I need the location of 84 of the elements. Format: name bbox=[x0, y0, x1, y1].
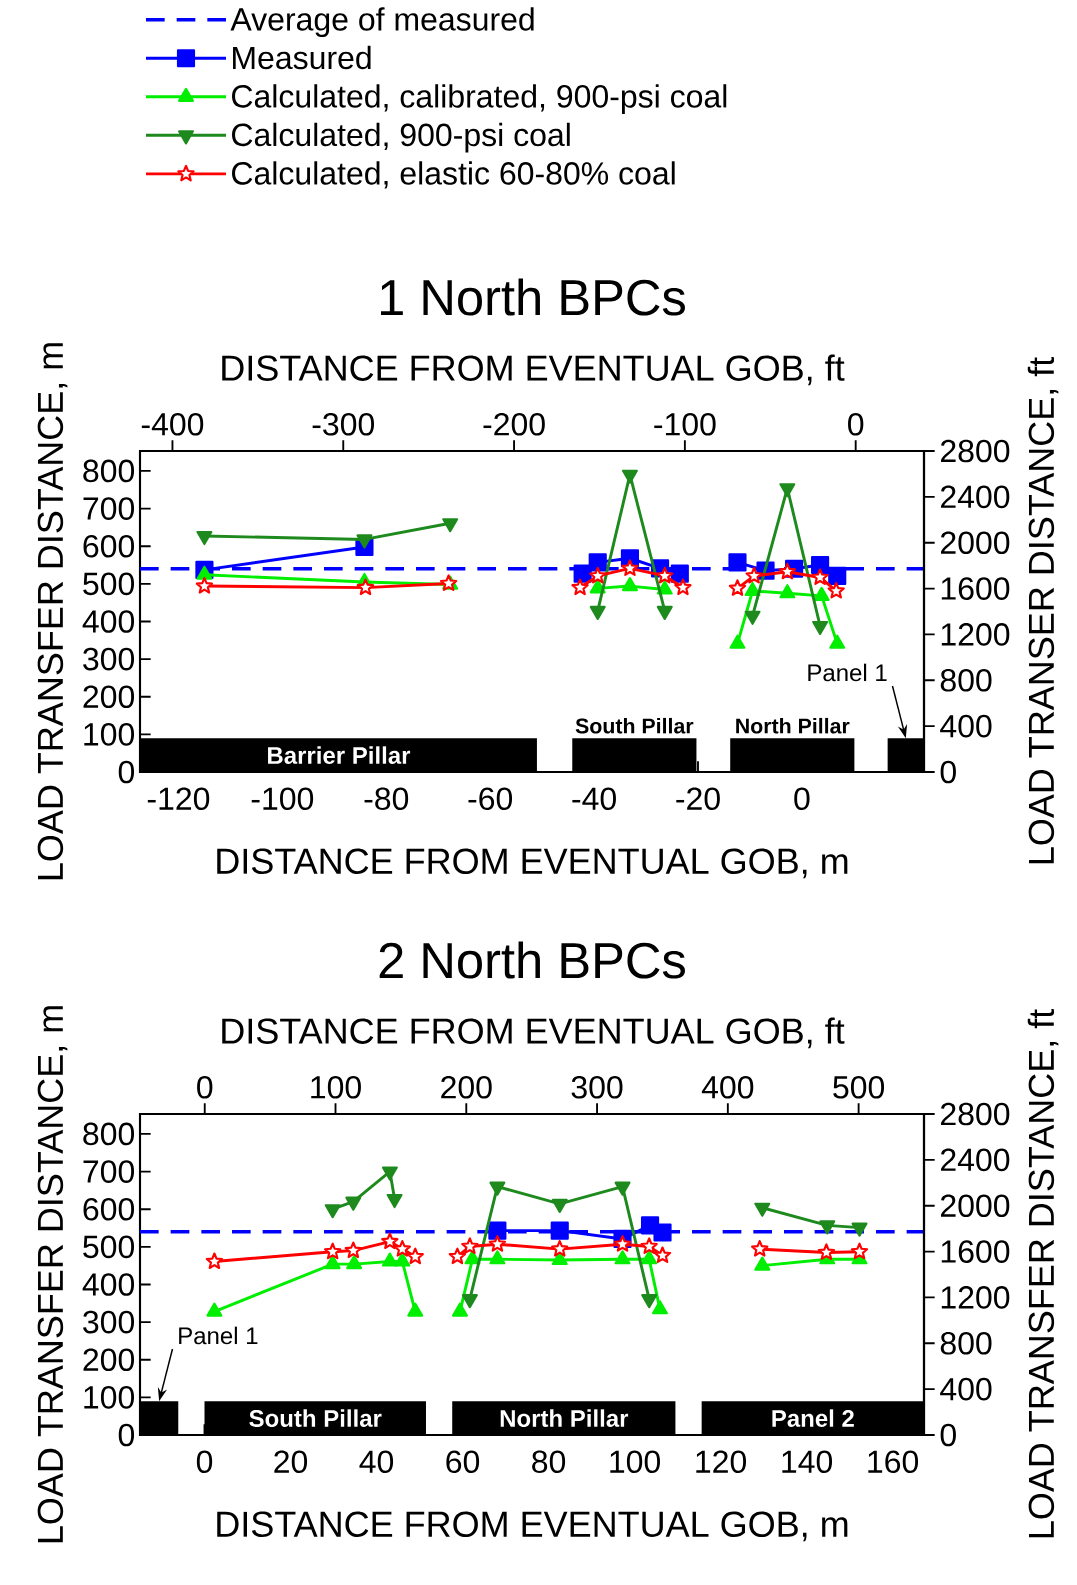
x2-tick-label: -200 bbox=[483, 412, 545, 436]
legend-label: Measured bbox=[233, 45, 371, 70]
x2-tick-label: 500 bbox=[833, 1075, 885, 1099]
x-axis-title: DISTANCE FROM EVENTUAL GOB, m bbox=[217, 848, 848, 879]
x-tick-label: 0 bbox=[794, 787, 810, 811]
x2-axis-title: DISTANCE FROM EVENTUAL GOB, ft bbox=[222, 354, 845, 386]
x2-tick-label: 0 bbox=[197, 1075, 213, 1099]
band-label: Panel 2 bbox=[772, 1409, 854, 1427]
y2-axis-title: LOAD TRANSER DISTANCE, ft bbox=[1027, 357, 1059, 864]
y2-tick-label: 2000 bbox=[940, 531, 1010, 555]
band-label: Panel 1 bbox=[179, 1326, 258, 1345]
x-tick-label: 20 bbox=[274, 1450, 308, 1474]
y-axis-title: LOAD TRANSFER DISTANCE, m bbox=[37, 1006, 68, 1543]
y-tick-label: 600 bbox=[83, 534, 135, 558]
x-tick-label: 0 bbox=[196, 1450, 213, 1474]
x2-tick-label: 100 bbox=[311, 1075, 361, 1099]
y2-tick-label: 2800 bbox=[940, 1102, 1010, 1126]
y2-tick-label: 2400 bbox=[940, 485, 1010, 509]
band-label: Barrier Pillar bbox=[268, 746, 411, 764]
y-tick-label: 0 bbox=[118, 760, 135, 784]
y2-tick-label: 1600 bbox=[941, 577, 1010, 600]
x-tick-label: -40 bbox=[572, 787, 616, 811]
x2-tick-label: -100 bbox=[654, 412, 716, 436]
y2-axis-title: LOAD TRANSFER DISTANCE, ft bbox=[1027, 1009, 1059, 1538]
y2-tick-label: 1200 bbox=[941, 623, 1010, 646]
chart-title: 2 North BPCs bbox=[379, 941, 685, 979]
y-tick-label: 300 bbox=[83, 647, 135, 671]
x-tick-label: 80 bbox=[532, 1450, 566, 1474]
x2-tick-label: 0 bbox=[848, 412, 864, 436]
x-tick-label: -100 bbox=[251, 787, 314, 811]
y2-tick-label: 2400 bbox=[940, 1148, 1010, 1172]
y-tick-label: 500 bbox=[83, 572, 135, 596]
x-axis-title: DISTANCE FROM EVENTUAL GOB, m bbox=[217, 1511, 848, 1542]
y-tick-label: 800 bbox=[83, 459, 135, 483]
y-tick-label: 300 bbox=[83, 1310, 135, 1334]
x-tick-label: 160 bbox=[868, 1450, 919, 1474]
x2-tick-label: -300 bbox=[312, 412, 375, 436]
x2-tick-label: -400 bbox=[141, 412, 204, 436]
y2-tick-label: 400 bbox=[940, 1377, 992, 1401]
x2-tick-label: 400 bbox=[701, 1075, 754, 1099]
y2-tick-label: 1200 bbox=[941, 1286, 1010, 1309]
y-axis-title: LOAD TRANSFER DISTANCE, m bbox=[37, 343, 68, 880]
x-tick-label: 100 bbox=[610, 1450, 660, 1474]
band-label: Panel 1 bbox=[808, 663, 887, 682]
y2-tick-label: 1600 bbox=[941, 1240, 1010, 1263]
y-tick-label: 800 bbox=[83, 1122, 135, 1146]
x2-axis-title: DISTANCE FROM EVENTUAL GOB, ft bbox=[222, 1017, 845, 1049]
y2-tick-label: 2000 bbox=[940, 1194, 1010, 1218]
legend-label: Average of measured bbox=[230, 7, 534, 38]
x-tick-label: 140 bbox=[782, 1450, 833, 1474]
x-tick-label: 60 bbox=[446, 1450, 480, 1474]
y2-tick-label: 0 bbox=[940, 760, 956, 784]
x-tick-label: -60 bbox=[468, 787, 513, 811]
legend-label: Calculated, 900-psi coal bbox=[232, 122, 570, 153]
band-label: South Pillar bbox=[575, 717, 694, 734]
x2-tick-label: 300 bbox=[571, 1075, 623, 1099]
y2-tick-label: 800 bbox=[940, 668, 992, 692]
y-tick-label: 400 bbox=[82, 610, 135, 633]
y-tick-label: 200 bbox=[83, 685, 135, 709]
y-tick-label: 200 bbox=[83, 1348, 135, 1372]
y-tick-label: 0 bbox=[118, 1423, 135, 1447]
band-label: North Pillar bbox=[736, 717, 850, 734]
legend-label: Calculated, calibrated, 900-psi coal bbox=[232, 84, 727, 115]
legend-label: Calculated, elastic 60-80% coal bbox=[232, 161, 675, 189]
y2-tick-label: 0 bbox=[940, 1423, 956, 1447]
band-label: South Pillar bbox=[249, 1409, 382, 1427]
y-tick-label: 700 bbox=[83, 497, 135, 520]
x-tick-label: -80 bbox=[364, 787, 409, 811]
y-tick-label: 100 bbox=[84, 723, 135, 746]
y-tick-label: 100 bbox=[84, 1386, 135, 1409]
y-tick-label: 400 bbox=[82, 1273, 135, 1296]
x-tick-label: 40 bbox=[359, 1450, 394, 1474]
y-tick-label: 700 bbox=[83, 1160, 135, 1183]
y2-tick-label: 400 bbox=[940, 714, 992, 738]
x-tick-label: -20 bbox=[676, 787, 720, 811]
x-tick-label: 120 bbox=[696, 1450, 747, 1474]
y-tick-label: 600 bbox=[83, 1197, 135, 1221]
y-tick-label: 500 bbox=[83, 1235, 135, 1259]
x-tick-label: -120 bbox=[147, 787, 210, 811]
x2-tick-label: 200 bbox=[441, 1075, 492, 1099]
chart-title: 1 North BPCs bbox=[381, 278, 685, 316]
y2-tick-label: 2800 bbox=[940, 439, 1010, 463]
band-label: North Pillar bbox=[500, 1409, 629, 1427]
y2-tick-label: 800 bbox=[940, 1331, 992, 1355]
